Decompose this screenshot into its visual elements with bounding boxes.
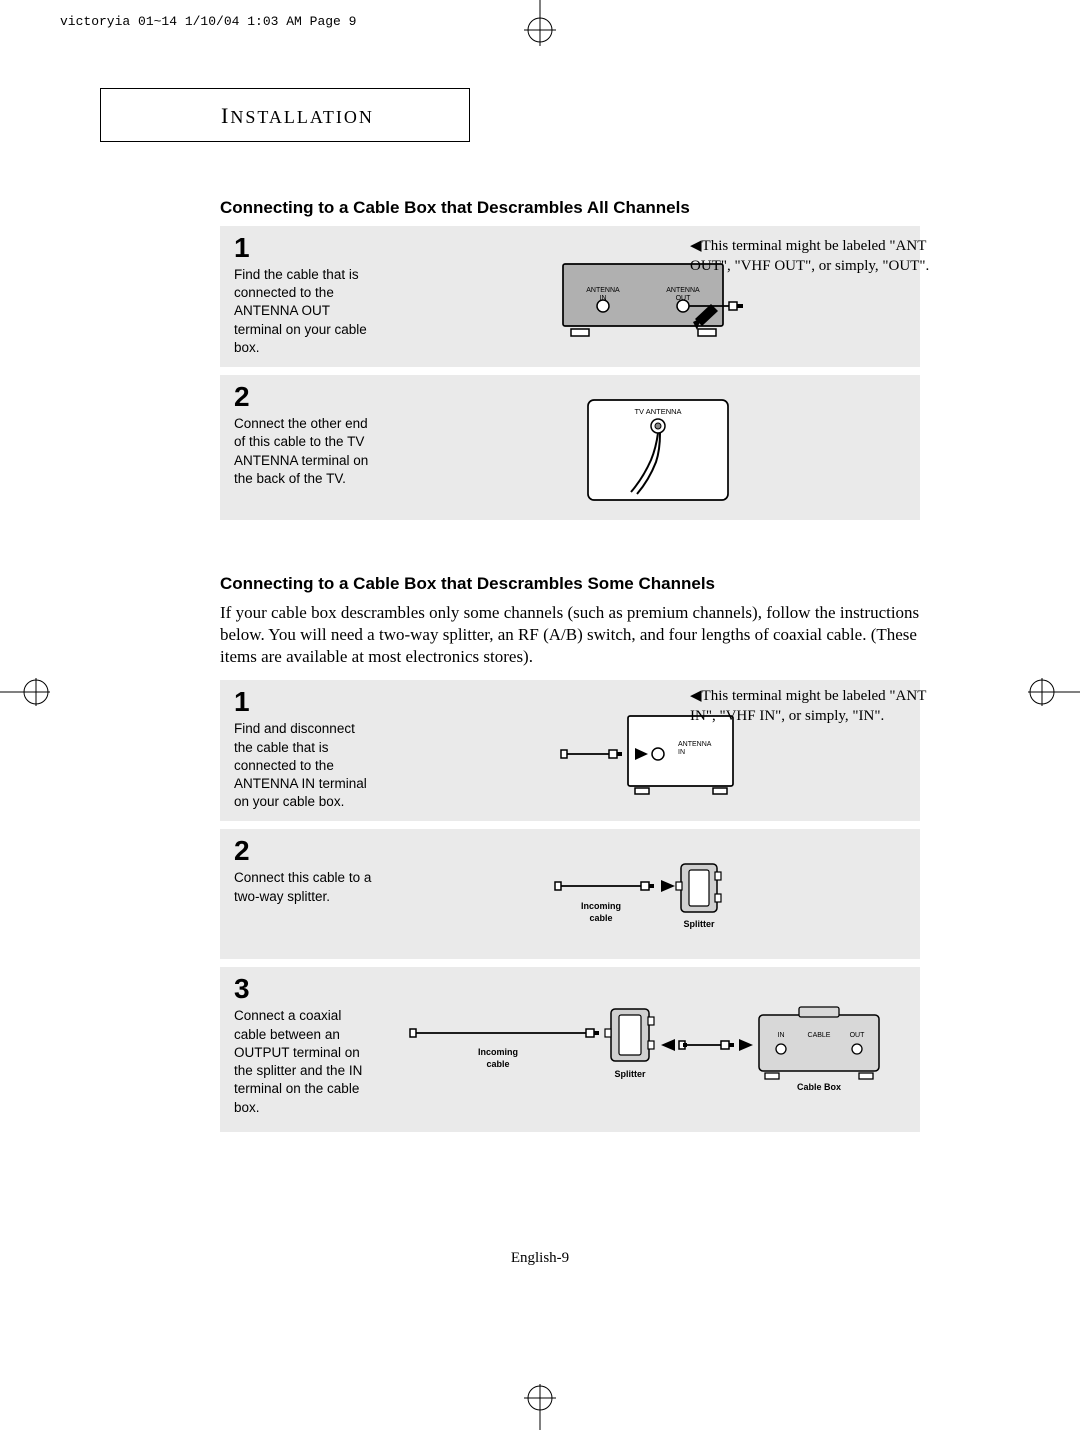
step-text: Connect this cable to a two-way splitter… — [234, 869, 375, 905]
section-b-step-2: 2 Connect this cable to a two-way splitt… — [220, 829, 920, 959]
print-header: victoryia 01~14 1/10/04 1:03 AM Page 9 — [60, 14, 356, 29]
step-text: Connect a coaxial cable between an OUTPU… — [234, 1007, 375, 1116]
chapter-title: INSTALLATION — [221, 107, 374, 127]
crop-mark-right — [1020, 672, 1080, 712]
svg-text:CABLE: CABLE — [807, 1032, 830, 1039]
svg-text:TV ANTENNA: TV ANTENNA — [634, 407, 681, 416]
footer-lang: English- — [511, 1250, 562, 1266]
step-text-column: 1 Find and disconnect the cable that is … — [220, 680, 385, 821]
step-number: 2 — [234, 383, 375, 411]
note-arrow-icon: ◀ — [690, 687, 702, 704]
chapter-heading-box: INSTALLATION — [100, 88, 470, 142]
section-b-intro: If your cable box descrambles only some … — [220, 602, 920, 668]
step-number: 3 — [234, 975, 375, 1003]
svg-text:IN: IN — [678, 749, 685, 756]
step-diagram: TV ANTENNA — [385, 375, 920, 520]
step-diagram: Incoming cable Splitter — [385, 829, 920, 959]
step-text: Connect the other end of this cable to t… — [234, 415, 375, 488]
svg-text:OUT: OUT — [849, 1032, 865, 1039]
step-number: 1 — [234, 234, 375, 262]
svg-text:cable: cable — [589, 913, 612, 923]
section-b-step-3: 3 Connect a coaxial cable between an OUT… — [220, 967, 920, 1132]
crop-mark-left — [0, 672, 60, 712]
step-text: Find and disconnect the cable that is co… — [234, 720, 375, 811]
section-b-note: ◀This terminal might be labeled "ANT IN"… — [690, 686, 930, 726]
svg-text:cable: cable — [486, 1059, 509, 1069]
svg-text:IN: IN — [777, 1032, 784, 1039]
step-text-column: 2 Connect the other end of this cable to… — [220, 375, 385, 520]
svg-text:Splitter: Splitter — [614, 1069, 646, 1079]
svg-text:Splitter: Splitter — [683, 919, 715, 929]
crop-mark-top — [510, 0, 570, 48]
section-a-step-2: 2 Connect the other end of this cable to… — [220, 375, 920, 520]
step-diagram: Incoming cable Splitter — [385, 967, 920, 1132]
svg-text:Incoming: Incoming — [581, 901, 621, 911]
section-a-title: Connecting to a Cable Box that Descrambl… — [220, 198, 920, 218]
step-text-column: 1 Find the cable that is connected to th… — [220, 226, 385, 367]
page-content: INSTALLATION Connecting to a Cable Box t… — [100, 88, 920, 1140]
svg-text:Incoming: Incoming — [478, 1047, 518, 1057]
splitter-diagram: Incoming cable Splitter — [543, 844, 763, 944]
note-arrow-icon: ◀ — [690, 237, 702, 254]
svg-text:IN: IN — [599, 295, 606, 302]
footer-page: 9 — [562, 1250, 570, 1266]
section-b-title: Connecting to a Cable Box that Descrambl… — [220, 574, 920, 594]
svg-text:ANTENNA: ANTENNA — [666, 287, 700, 294]
tv-back-diagram: TV ANTENNA — [543, 388, 763, 508]
svg-text:Cable Box: Cable Box — [796, 1082, 840, 1092]
svg-text:ANTENNA: ANTENNA — [678, 741, 712, 748]
step-text-column: 2 Connect this cable to a two-way splitt… — [220, 829, 385, 959]
svg-text:ANTENNA: ANTENNA — [586, 287, 620, 294]
svg-text:OUT: OUT — [675, 295, 691, 302]
splitter-cablebox-diagram: Incoming cable Splitter — [403, 985, 903, 1115]
crop-mark-bottom — [510, 1382, 570, 1430]
step-number: 2 — [234, 837, 375, 865]
chapter-rest: NSTALLATION — [230, 107, 374, 127]
section-b-note-text: This terminal might be labeled "ANT IN",… — [690, 688, 926, 724]
section-a-note-text: This terminal might be labeled "ANT OUT"… — [690, 238, 929, 274]
page-footer: English-9 — [0, 1250, 1080, 1267]
chapter-first-letter: I — [221, 103, 230, 128]
step-text-column: 3 Connect a coaxial cable between an OUT… — [220, 967, 385, 1132]
step-number: 1 — [234, 688, 375, 716]
step-text: Find the cable that is connected to the … — [234, 266, 375, 357]
section-a-note: ◀This terminal might be labeled "ANT OUT… — [690, 236, 930, 276]
